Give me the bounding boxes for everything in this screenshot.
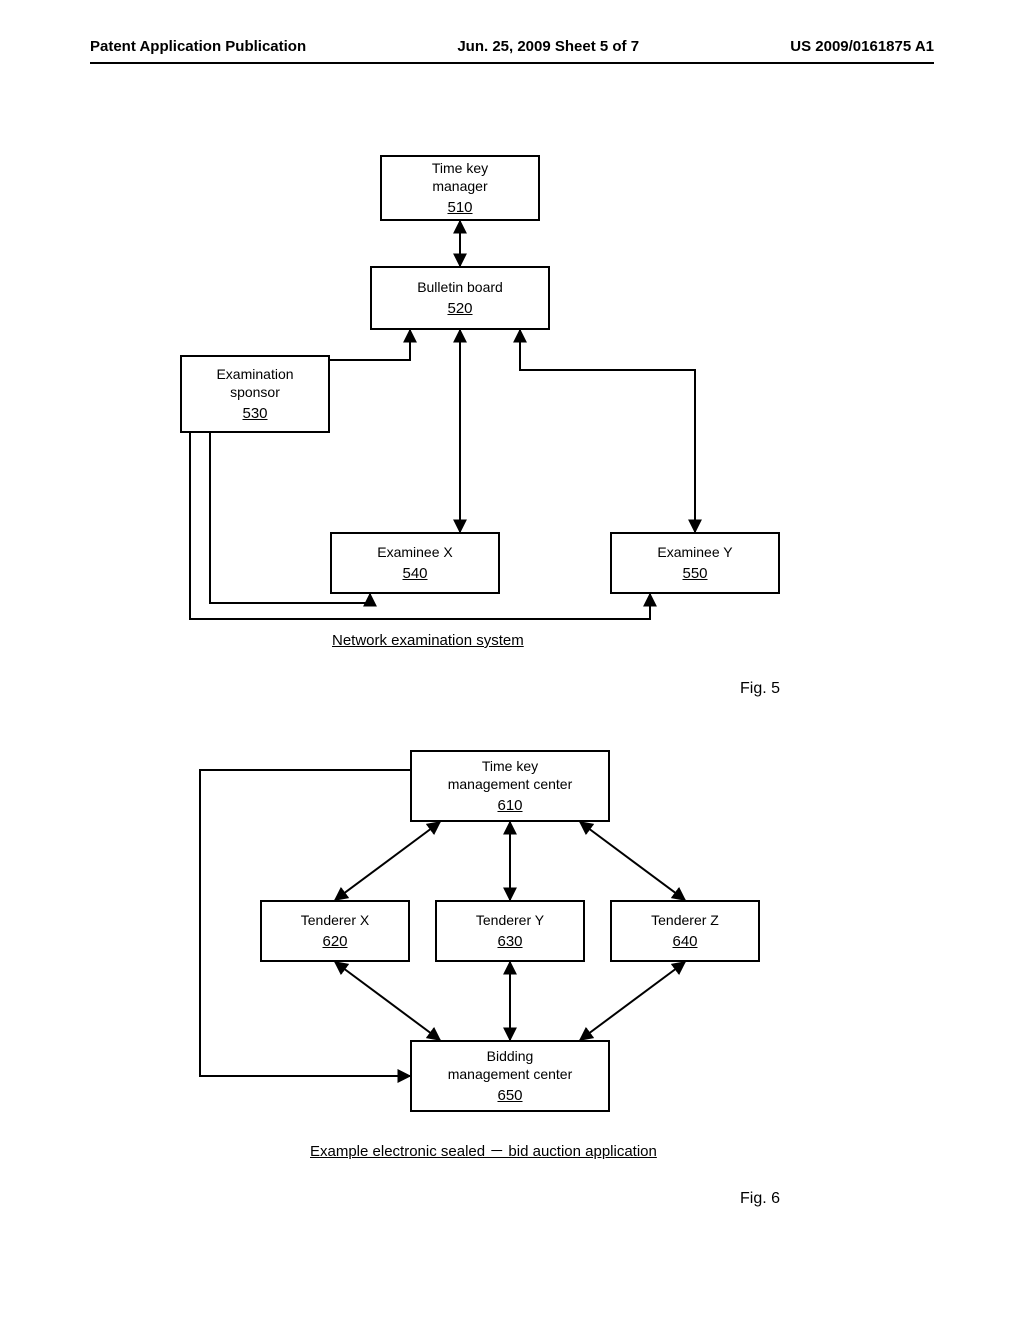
node-label: Examinationsponsor <box>216 365 293 401</box>
node-label: Tenderer X <box>301 911 369 929</box>
node-label: Time keymanager <box>432 159 488 195</box>
node-time-key-manager: Time keymanager 510 <box>380 155 540 221</box>
node-tenderer-y: Tenderer Y 630 <box>435 900 585 962</box>
node-number: 550 <box>682 564 707 584</box>
node-number: 610 <box>497 796 522 816</box>
node-label: Tenderer Y <box>476 911 544 929</box>
node-number: 630 <box>497 932 522 952</box>
node-bidding-mgmt-center: Biddingmanagement center 650 <box>410 1040 610 1112</box>
node-label: Time keymanagement center <box>448 757 573 793</box>
node-label: Bulletin board <box>417 278 503 296</box>
node-label: Tenderer Z <box>651 911 719 929</box>
node-bulletin-board: Bulletin board 520 <box>370 266 550 330</box>
node-number: 640 <box>672 932 697 952</box>
fig6-caption: Example electronic sealed － bid auction … <box>310 1140 657 1161</box>
fig5-caption: Network examination system <box>332 632 524 649</box>
page-canvas: Time keymanager 510 Bulletin board 520 E… <box>0 0 1024 1320</box>
node-number: 620 <box>322 932 347 952</box>
fig5-label: Fig. 5 <box>740 680 780 698</box>
node-examinee-x: Examinee X 540 <box>330 532 500 594</box>
node-number: 520 <box>447 299 472 319</box>
node-number: 650 <box>497 1086 522 1106</box>
node-number: 510 <box>447 198 472 218</box>
node-tenderer-z: Tenderer Z 640 <box>610 900 760 962</box>
node-time-key-mgmt-center: Time keymanagement center 610 <box>410 750 610 822</box>
node-label: Examinee Y <box>657 543 732 561</box>
node-tenderer-x: Tenderer X 620 <box>260 900 410 962</box>
node-examination-sponsor: Examinationsponsor 530 <box>180 355 330 433</box>
node-number: 540 <box>402 564 427 584</box>
node-number: 530 <box>242 404 267 424</box>
fig6-label: Fig. 6 <box>740 1190 780 1208</box>
node-label: Examinee X <box>377 543 452 561</box>
node-label: Biddingmanagement center <box>448 1047 573 1083</box>
node-examinee-y: Examinee Y 550 <box>610 532 780 594</box>
